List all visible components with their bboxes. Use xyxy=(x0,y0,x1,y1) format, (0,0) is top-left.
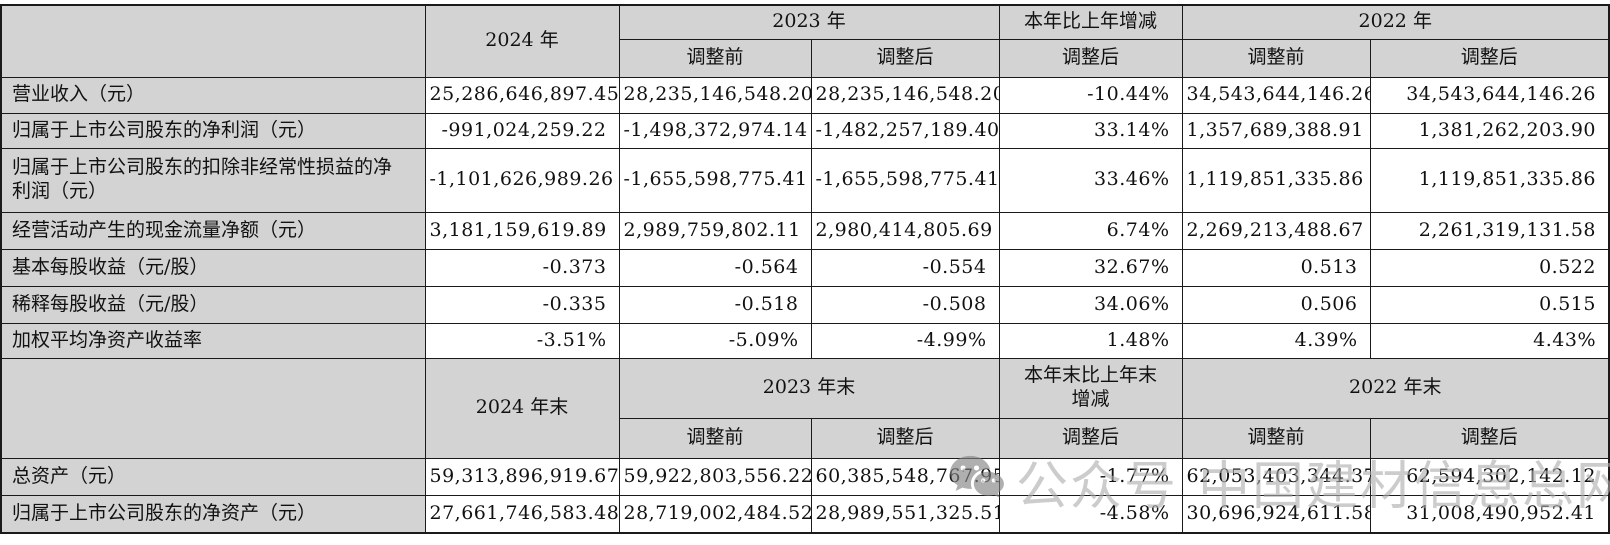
table-row-net-profit: 归属于上市公司股东的净利润（元） -991,024,259.22 -1,498,… xyxy=(0,112,1610,149)
key-accounting-data-table: 2024 年 2023 年 本年比上年增减 2022 年 调整前 调整后 调整后… xyxy=(0,4,1610,534)
corner-cell xyxy=(0,4,426,78)
header-2023-pre: 调整前 xyxy=(618,38,812,78)
cell-2022-pre: 2,269,213,488.67 xyxy=(1181,211,1371,250)
header-2022-end-post: 调整后 xyxy=(1369,417,1610,459)
cell-change: 6.74% xyxy=(998,211,1183,250)
header-2022-pre: 调整前 xyxy=(1181,38,1371,78)
table-row-cash-flow: 经营活动产生的现金流量净额（元） 3,181,159,619.89 2,989,… xyxy=(0,211,1610,250)
cell-2023-pre: 28,719,002,484.52 xyxy=(618,494,812,534)
cell-2022-pre: 0.513 xyxy=(1181,248,1371,287)
cell-2022-pre: 4.39% xyxy=(1181,322,1371,359)
cell-2024: 25,286,646,897.45 xyxy=(424,76,620,114)
cell-2022-pre: 62,053,403,344.37 xyxy=(1181,457,1371,496)
row-label: 基本每股收益（元/股） xyxy=(0,248,426,287)
corner-cell-2 xyxy=(0,357,426,459)
table-row-revenue: 营业收入（元） 25,286,646,897.45 28,235,146,548… xyxy=(0,76,1610,114)
cell-change: -4.58% xyxy=(998,494,1183,534)
cell-2024: 59,313,896,919.67 xyxy=(424,457,620,496)
section1-header-row: 2024 年 2023 年 本年比上年增减 2022 年 xyxy=(0,4,1610,78)
cell-2022-post: 0.522 xyxy=(1369,248,1610,287)
cell-2022-pre: 34,543,644,146.26 xyxy=(1181,76,1371,114)
row-label: 经营活动产生的现金流量净额（元） xyxy=(0,211,426,250)
row-label: 稀释每股收益（元/股） xyxy=(0,285,426,324)
header-2023-end-post: 调整后 xyxy=(810,417,1000,459)
cell-change: 1.48% xyxy=(998,322,1183,359)
table-row-basic-eps: 基本每股收益（元/股） -0.373 -0.564 -0.554 32.67% … xyxy=(0,248,1610,287)
header-change-post: 调整后 xyxy=(998,38,1183,78)
header-2024-end: 2024 年末 xyxy=(424,357,620,459)
table-row-net-profit-deducted: 归属于上市公司股东的扣除非经常性损益的净利润（元） -1,101,626,989… xyxy=(0,147,1610,213)
header-2024: 2024 年 xyxy=(424,4,620,78)
cell-2024: -991,024,259.22 xyxy=(424,112,620,149)
cell-2023-pre: -0.518 xyxy=(618,285,812,324)
cell-2024: -1,101,626,989.26 xyxy=(424,147,620,213)
cell-2023-post: -0.508 xyxy=(810,285,1000,324)
cell-2022-post: 62,594,302,142.12 xyxy=(1369,457,1610,496)
cell-2022-post: 0.515 xyxy=(1369,285,1610,324)
cell-2022-post: 4.43% xyxy=(1369,322,1610,359)
section2-subheader-row: 调整前 调整后 调整后 调整前 调整后 xyxy=(1,417,1610,459)
row-label: 归属于上市公司股东的净资产（元） xyxy=(0,494,426,534)
cell-2022-pre: 1,357,689,388.91 xyxy=(1181,112,1371,149)
cell-2023-pre: 59,922,803,556.22 xyxy=(618,457,812,496)
header-change: 本年比上年增减 xyxy=(998,4,1183,40)
header-2023-end: 2023 年末 xyxy=(618,357,1000,419)
header-change-end-post: 调整后 xyxy=(998,417,1183,459)
cell-change: 33.46% xyxy=(998,147,1183,213)
cell-2023-post: -1,655,598,775.41 xyxy=(810,147,1000,213)
row-label: 加权平均净资产收益率 xyxy=(0,322,426,359)
table-row-total-assets: 总资产（元） 59,313,896,919.67 59,922,803,556.… xyxy=(0,457,1610,496)
cell-2023-post: 60,385,548,767.95 xyxy=(810,457,1000,496)
cell-2023-post: 2,980,414,805.69 xyxy=(810,211,1000,250)
cell-change: 32.67% xyxy=(998,248,1183,287)
cell-2023-post: 28,989,551,325.51 xyxy=(810,494,1000,534)
cell-2022-post: 31,008,490,952.41 xyxy=(1369,494,1610,534)
header-2023-end-pre: 调整前 xyxy=(618,417,812,459)
cell-2022-pre: 1,119,851,335.86 xyxy=(1181,147,1371,213)
cell-2024: -3.51% xyxy=(424,322,620,359)
cell-2022-pre: 0.506 xyxy=(1181,285,1371,324)
cell-2023-pre: -0.564 xyxy=(618,248,812,287)
row-label: 总资产（元） xyxy=(0,457,426,496)
table-row-roe: 加权平均净资产收益率 -3.51% -5.09% -4.99% 1.48% 4.… xyxy=(0,322,1610,359)
cell-2023-post: -4.99% xyxy=(810,322,1000,359)
cell-2023-post: -0.554 xyxy=(810,248,1000,287)
cell-2023-post: -1,482,257,189.40 xyxy=(810,112,1000,149)
section2-header-row: 2024 年末 2023 年末 本年末比上年末增减 2022 年末 xyxy=(0,357,1610,459)
cell-2023-pre: -1,498,372,974.14 xyxy=(618,112,812,149)
row-label: 营业收入（元） xyxy=(0,76,426,114)
cell-2024: -0.373 xyxy=(424,248,620,287)
header-2022-end-pre: 调整前 xyxy=(1181,417,1371,459)
row-label: 归属于上市公司股东的扣除非经常性损益的净利润（元） xyxy=(0,147,426,213)
header-2023: 2023 年 xyxy=(618,4,1000,40)
cell-2023-pre: -5.09% xyxy=(618,322,812,359)
cell-2024: -0.335 xyxy=(424,285,620,324)
cell-2023-pre: 28,235,146,548.20 xyxy=(618,76,812,114)
header-2023-post: 调整后 xyxy=(810,38,1000,78)
cell-change: 33.14% xyxy=(998,112,1183,149)
cell-2022-post: 34,543,644,146.26 xyxy=(1369,76,1610,114)
cell-2022-post: 2,261,319,131.58 xyxy=(1369,211,1610,250)
cell-2023-pre: -1,655,598,775.41 xyxy=(618,147,812,213)
financial-summary-table: 2024 年 2023 年 本年比上年增减 2022 年 调整前 调整后 调整后… xyxy=(0,4,1610,534)
cell-2024: 27,661,746,583.48 xyxy=(424,494,620,534)
cell-2022-post: 1,381,262,203.90 xyxy=(1369,112,1610,149)
cell-change: -10.44% xyxy=(998,76,1183,114)
cell-change: -1.77% xyxy=(998,457,1183,496)
cell-2022-post: 1,119,851,335.86 xyxy=(1369,147,1610,213)
row-label: 归属于上市公司股东的净利润（元） xyxy=(0,112,426,149)
section1-subheader-row: 调整前 调整后 调整后 调整前 调整后 xyxy=(1,38,1610,78)
header-change-end: 本年末比上年末增减 xyxy=(998,357,1183,419)
header-2022: 2022 年 xyxy=(1181,4,1610,40)
header-2022-post: 调整后 xyxy=(1369,38,1610,78)
cell-2022-pre: 30,696,924,611.58 xyxy=(1181,494,1371,534)
header-2022-end: 2022 年末 xyxy=(1181,357,1610,419)
cell-2024: 3,181,159,619.89 xyxy=(424,211,620,250)
cell-2023-post: 28,235,146,548.20 xyxy=(810,76,1000,114)
table-row-net-assets: 归属于上市公司股东的净资产（元） 27,661,746,583.48 28,71… xyxy=(0,494,1610,534)
cell-change: 34.06% xyxy=(998,285,1183,324)
table-row-diluted-eps: 稀释每股收益（元/股） -0.335 -0.518 -0.508 34.06% … xyxy=(0,285,1610,324)
cell-2023-pre: 2,989,759,802.11 xyxy=(618,211,812,250)
